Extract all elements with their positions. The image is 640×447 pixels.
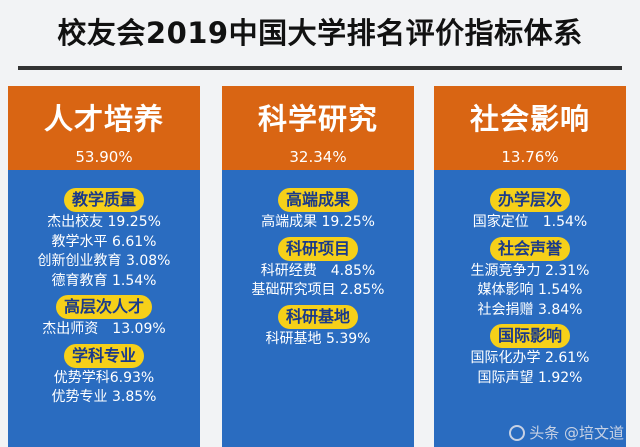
column-scientific-research: 科学研究 32.34% 高端成果 高端成果 19.25% 科研项目 科研经费 4… (222, 86, 414, 447)
indicator-item: 生源竞争力 2.31% (470, 262, 590, 279)
category-badge: 科研项目 (277, 236, 358, 261)
indicator-item: 杰出校友 19.25% (47, 214, 161, 230)
category-badge: 社会声誉 (489, 236, 570, 261)
column-percent: 13.76% (434, 148, 626, 170)
indicator-item: 国际化办学 2.61% (470, 350, 590, 366)
indicator-item: 优势专业 3.85% (51, 389, 157, 405)
indicator-item: 优势学科6.93% (53, 369, 155, 386)
indicator-item: 科研基地 5.39% (265, 330, 371, 347)
column-heading: 科学研究 (222, 86, 414, 148)
category-badge: 高层次人才 (55, 295, 152, 319)
indicator-item: 国家定位 1.54% (472, 214, 588, 230)
indicator-item: 社会捐赠 3.84% (477, 301, 583, 318)
category-badge: 国际影响 (489, 324, 570, 348)
page-title: 校友会2019中国大学排名评价指标体系 (57, 16, 583, 50)
category-badge: 学科专业 (63, 343, 144, 368)
category-badge: 科研基地 (277, 304, 358, 329)
indicator-item: 教学水平 6.61% (51, 233, 157, 250)
indicator-item: 媒体影响 1.54% (477, 282, 583, 298)
indicator-item: 杰出师资 13.09% (42, 321, 166, 337)
indicator-item: 基础研究项目 2.85% (251, 282, 385, 298)
column-percent: 32.34% (222, 148, 414, 170)
category-badge: 办学层次 (489, 188, 570, 212)
category-badge: 教学质量 (63, 188, 144, 212)
category-badge: 高端成果 (277, 188, 358, 212)
column-percent: 53.90% (8, 148, 200, 170)
column-heading: 人才培养 (8, 86, 200, 148)
column-talent-training: 人才培养 53.90% 教学质量 杰出校友 19.25% 教学水平 6.61% … (8, 86, 200, 447)
column-heading: 社会影响 (434, 86, 626, 148)
logo-icon (509, 424, 526, 441)
indicator-item: 德育教育 1.54% (51, 272, 157, 289)
indicator-item: 高端成果 19.25% (261, 214, 375, 230)
indicator-item: 科研经费 4.85% (260, 262, 376, 279)
indicator-item: 创新创业教育 3.08% (37, 253, 171, 269)
column-social-influence: 社会影响 13.76% 办学层次 国家定位 1.54% 社会声誉 生源竞争力 2… (434, 86, 626, 447)
title-divider (18, 66, 622, 70)
watermark-text: 头条 @培文道 (529, 424, 624, 442)
watermark: 头条 @培文道 (509, 422, 624, 443)
indicator-item: 国际声望 1.92% (477, 369, 583, 386)
